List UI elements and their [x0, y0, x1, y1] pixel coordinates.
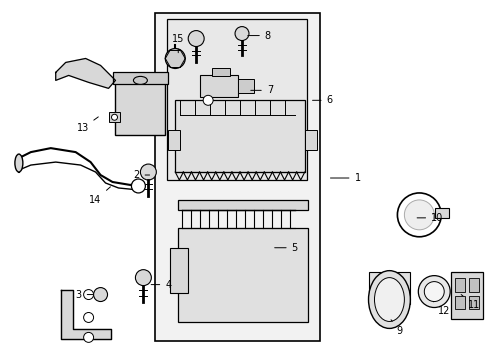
Bar	[170, 248, 188, 293]
Circle shape	[203, 95, 213, 105]
Circle shape	[135, 270, 151, 285]
Text: 8: 8	[247, 31, 270, 41]
Ellipse shape	[15, 154, 23, 172]
Circle shape	[83, 332, 93, 342]
Text: 1: 1	[330, 173, 360, 183]
Bar	[212, 68, 229, 76]
Text: 4: 4	[151, 280, 171, 289]
Bar	[450, 272, 482, 319]
Bar	[178, 200, 307, 210]
Bar	[108, 112, 120, 122]
Text: 3: 3	[76, 289, 93, 300]
Text: 9: 9	[390, 320, 402, 336]
Ellipse shape	[374, 278, 404, 321]
Text: 15: 15	[172, 33, 184, 53]
Circle shape	[404, 200, 433, 230]
Text: 11: 11	[460, 294, 479, 310]
Polygon shape	[56, 58, 115, 88]
Circle shape	[165, 49, 185, 68]
Text: 5: 5	[274, 243, 297, 253]
Bar	[454, 296, 464, 310]
Ellipse shape	[368, 271, 409, 328]
Bar	[178, 228, 307, 323]
Text: 2: 2	[133, 170, 149, 180]
Bar	[238, 80, 253, 93]
Text: 14: 14	[89, 187, 110, 205]
Bar	[175, 100, 304, 172]
Text: 12: 12	[432, 301, 449, 316]
Bar	[168, 130, 180, 150]
Bar	[115, 80, 165, 135]
Bar	[200, 75, 238, 97]
Bar	[155, 13, 319, 341]
Bar	[454, 278, 464, 292]
Circle shape	[188, 31, 203, 46]
Circle shape	[235, 27, 248, 41]
Circle shape	[83, 289, 93, 300]
Polygon shape	[61, 289, 110, 339]
Circle shape	[93, 288, 107, 302]
Ellipse shape	[133, 76, 147, 84]
Circle shape	[140, 164, 156, 180]
Circle shape	[397, 193, 440, 237]
Text: 10: 10	[416, 213, 443, 223]
Circle shape	[424, 282, 443, 302]
Text: 13: 13	[76, 117, 98, 133]
Bar	[368, 272, 409, 303]
Bar	[167, 19, 306, 180]
Text: 6: 6	[312, 95, 332, 105]
Circle shape	[417, 276, 449, 307]
Circle shape	[111, 114, 117, 120]
Bar	[112, 72, 168, 84]
Bar	[304, 130, 316, 150]
Bar	[434, 208, 448, 218]
Circle shape	[131, 179, 145, 193]
Text: 7: 7	[250, 85, 272, 95]
Circle shape	[83, 312, 93, 323]
Bar	[468, 278, 478, 292]
Bar	[468, 296, 478, 310]
